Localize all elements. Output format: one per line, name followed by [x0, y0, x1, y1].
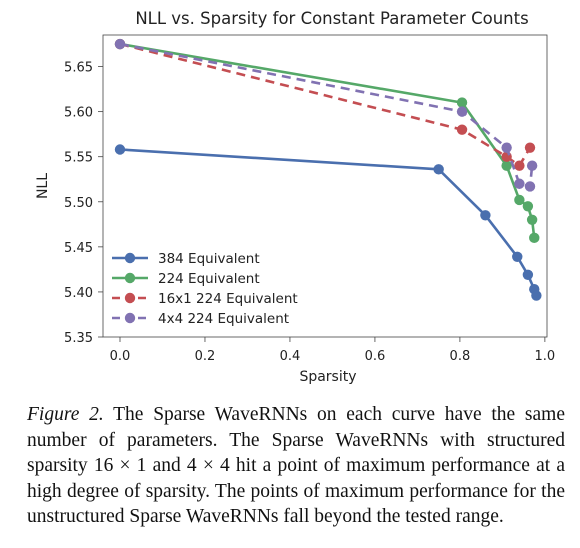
caption-text: The Sparse WaveRNNs on each curve have t… — [27, 404, 565, 527]
legend-marker — [124, 252, 136, 264]
x-axis: 0.0 0.2 0.4 0.6 0.8 1.0 — [110, 337, 556, 364]
plot-area — [102, 34, 548, 338]
legend-marker — [124, 292, 136, 304]
data-point — [114, 38, 126, 50]
data-point — [526, 160, 538, 171]
figure-caption: Figure 2. The Sparse WaveRNNs on each cu… — [27, 402, 565, 530]
legend-marker — [124, 312, 136, 324]
y-tick-label: 5.50 — [64, 196, 93, 211]
nll-sparsity-chart: NLL vs. Sparsity for Constant Parameter … — [35, 9, 556, 385]
series-2 — [114, 38, 540, 244]
y-tick-label: 5.40 — [64, 286, 93, 301]
legend-label: 4x4 224 Equivalent — [158, 311, 289, 327]
x-tick-label: 0.4 — [280, 349, 301, 364]
series-line — [119, 42, 532, 168]
data-point — [456, 97, 468, 108]
data-point — [522, 201, 534, 212]
x-tick-label: 0.8 — [450, 349, 471, 364]
legend-marker — [124, 272, 136, 284]
series-layer — [114, 38, 542, 301]
x-tick-label: 0.2 — [195, 349, 216, 364]
y-tick-label: 5.60 — [64, 106, 93, 121]
legend-label: 224 Equivalent — [158, 271, 260, 287]
x-axis-label: Sparsity — [299, 369, 356, 385]
series-1 — [114, 144, 542, 301]
data-point — [456, 106, 468, 117]
x-tick-label: 0.6 — [365, 349, 386, 364]
data-point — [114, 144, 126, 155]
data-point — [433, 164, 444, 175]
legend: 384 Equivalent 224 Equivalent 16x1 224 Equ… — [112, 251, 298, 327]
x-tick-label: 0.0 — [110, 349, 131, 364]
data-point — [524, 142, 536, 153]
data-point — [501, 142, 512, 153]
data-point — [514, 178, 525, 189]
data-point — [522, 269, 534, 280]
y-tick-label: 5.55 — [64, 151, 93, 166]
series-4 — [114, 38, 538, 192]
data-point — [526, 214, 538, 226]
data-point — [501, 160, 512, 171]
y-axis-label: NLL — [35, 173, 51, 199]
y-tick-label: 5.35 — [64, 331, 93, 346]
data-point — [531, 290, 542, 301]
data-point — [501, 151, 512, 162]
data-point — [524, 181, 536, 192]
y-axis: 5.35 5.40 5.45 5.50 5.55 5.60 5.65 — [64, 61, 103, 346]
x-tick-label: 1.0 — [535, 349, 556, 364]
legend-label: 16x1 224 Equivalent — [158, 291, 298, 307]
data-point — [514, 194, 525, 206]
data-point — [514, 160, 525, 171]
data-point — [529, 232, 540, 244]
data-point — [512, 251, 523, 262]
data-point — [480, 210, 491, 221]
chart-title: NLL vs. Sparsity for Constant Parameter … — [135, 9, 528, 28]
caption-label: Figure 2. — [27, 404, 104, 425]
y-tick-label: 5.65 — [64, 61, 93, 76]
legend-label: 384 Equivalent — [158, 251, 260, 267]
data-point — [456, 124, 468, 135]
y-tick-label: 5.45 — [64, 241, 93, 256]
